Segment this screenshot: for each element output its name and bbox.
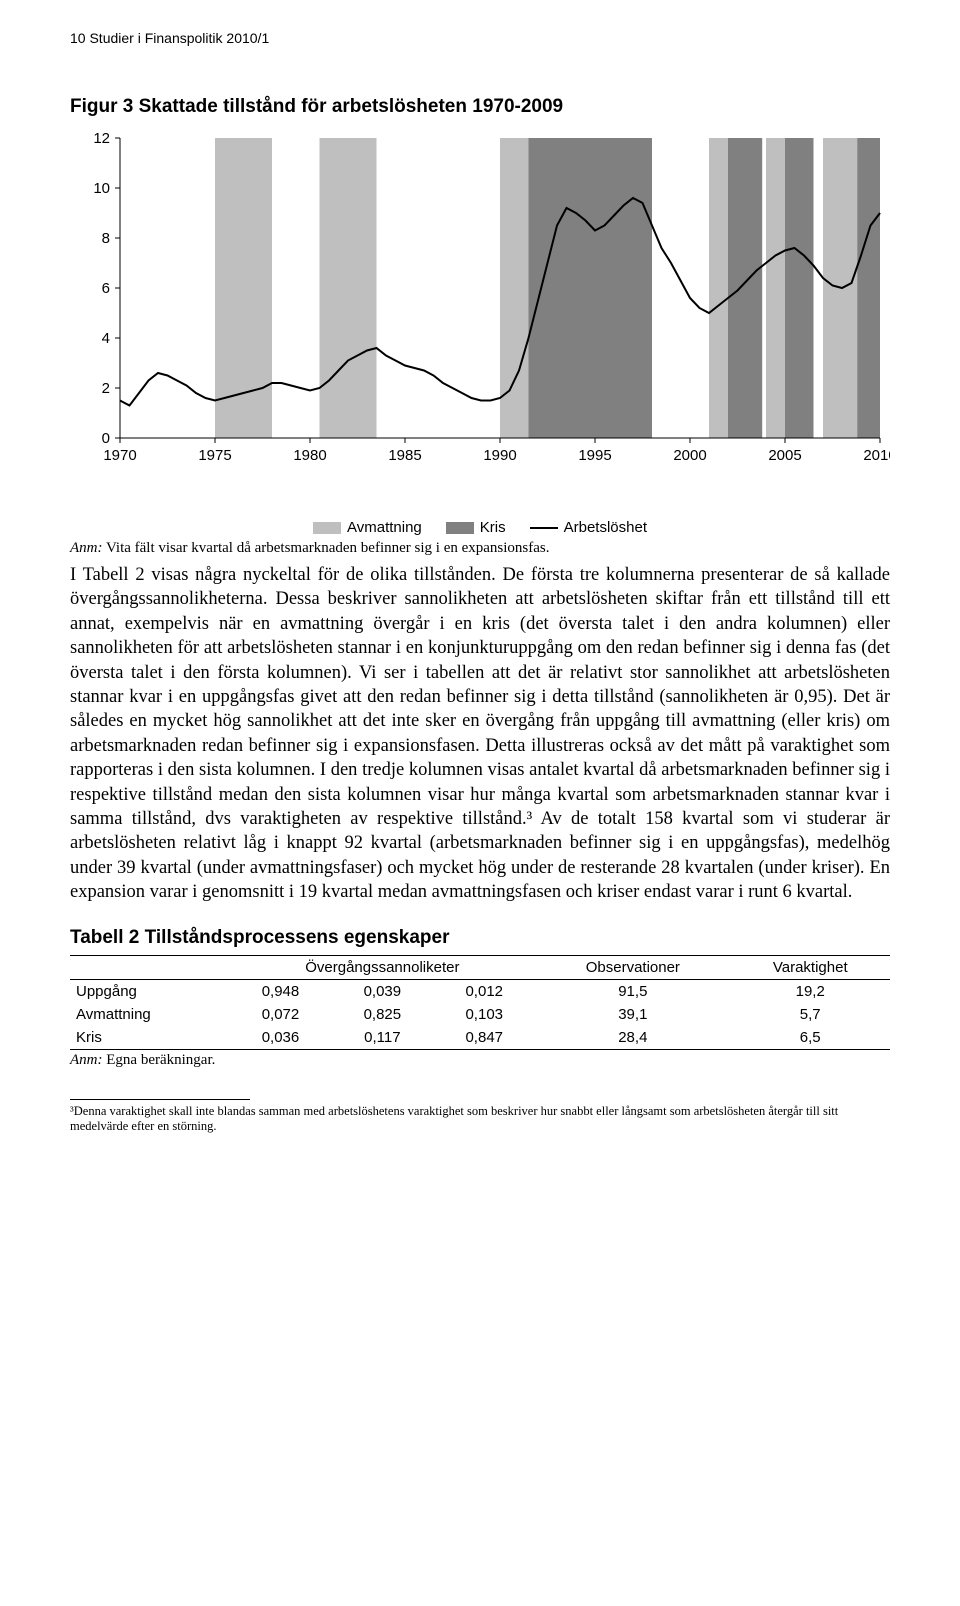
legend-line-label: Arbetslöshet xyxy=(564,519,647,536)
table-row: Avmattning0,0720,8250,10339,15,7 xyxy=(70,1003,890,1026)
table2-title: Tabell 2 Tillståndsprocessens egenskaper xyxy=(70,927,890,949)
table-row: Kris0,0360,1170,84728,46,5 xyxy=(70,1026,890,1050)
svg-text:1995: 1995 xyxy=(578,447,611,464)
svg-text:10: 10 xyxy=(93,180,110,197)
table2: Övergångssannoliketer Observationer Vara… xyxy=(70,955,890,1050)
svg-text:2010: 2010 xyxy=(863,447,890,464)
table2-head-group2: Observationer xyxy=(535,955,730,979)
svg-text:6: 6 xyxy=(102,280,110,297)
svg-text:2: 2 xyxy=(102,380,110,397)
legend-light-label: Avmattning xyxy=(347,519,422,536)
svg-text:8: 8 xyxy=(102,230,110,247)
table2-caption: Anm: Egna beräkningar. xyxy=(70,1052,890,1069)
body-paragraph: I Tabell 2 visas några nyckeltal för de … xyxy=(70,563,890,905)
svg-text:1985: 1985 xyxy=(388,447,421,464)
table2-head-group1: Övergångssannoliketer xyxy=(230,955,536,979)
svg-text:1975: 1975 xyxy=(198,447,231,464)
svg-text:0: 0 xyxy=(102,430,110,447)
svg-text:4: 4 xyxy=(102,330,110,347)
svg-text:12: 12 xyxy=(93,130,110,147)
svg-text:2000: 2000 xyxy=(673,447,706,464)
figure-legend: Avmattning Kris Arbetslöshet xyxy=(70,519,890,536)
legend-dark-label: Kris xyxy=(480,519,506,536)
svg-text:1980: 1980 xyxy=(293,447,326,464)
svg-text:2005: 2005 xyxy=(768,447,801,464)
footnote-separator xyxy=(70,1099,250,1100)
table2-head-group3: Varaktighet xyxy=(730,955,890,979)
figure-3-chart: 0 2 4 6 8 10 12 1970 1975 1980 1985 1990 1995 2000 200… xyxy=(70,128,890,536)
svg-text:1970: 1970 xyxy=(103,447,136,464)
page-header: 10 Studier i Finanspolitik 2010/1 xyxy=(70,30,890,46)
figure-title: Figur 3 Skattade tillstånd för arbetslös… xyxy=(70,96,890,118)
figure-caption: Anm: Vita fält visar kvartal då arbetsma… xyxy=(70,540,890,557)
footnote-3: ³Denna varaktighet skall inte blandas sa… xyxy=(70,1104,890,1135)
svg-text:1990: 1990 xyxy=(483,447,516,464)
table-row: Uppgång0,9480,0390,01291,519,2 xyxy=(70,979,890,1003)
